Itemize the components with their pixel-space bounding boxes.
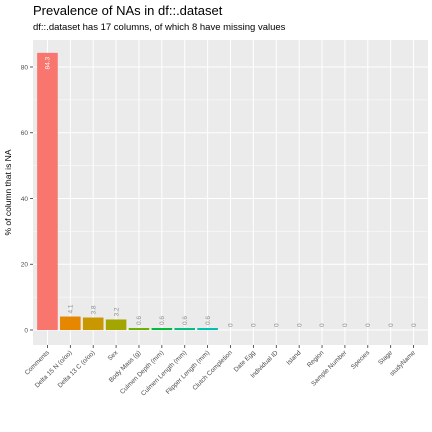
x-tick-label: Culmen Depth (mm): [119, 349, 165, 395]
bar: [37, 52, 58, 331]
data-label: 0: [365, 323, 372, 327]
y-tick-label: 20: [21, 262, 29, 269]
data-label: 0: [342, 323, 349, 327]
data-label: 84.3: [45, 56, 52, 69]
data-label: 4.1: [68, 304, 75, 313]
y-axis-label: % of column that is NA: [3, 149, 13, 235]
y-tick-label: 40: [21, 196, 29, 203]
x-tick-label: Region: [306, 349, 326, 369]
chart-subtitle: df::.dataset has 17 columns, of which 8 …: [33, 22, 286, 33]
bars: [37, 52, 218, 331]
bar: [197, 328, 218, 330]
x-tick-label: Sex: [107, 349, 120, 362]
data-label: 3.2: [113, 307, 120, 316]
bar: [105, 319, 127, 330]
bar: [174, 328, 196, 330]
y-tick-label: 60: [21, 130, 29, 137]
bar: [128, 328, 150, 330]
y-axis: 0 20 40 60 80: [21, 64, 33, 334]
data-label: 0: [228, 323, 235, 327]
bar: [82, 317, 104, 330]
data-label: 0.6: [205, 316, 212, 325]
data-label: 0: [319, 323, 326, 327]
data-label: 0: [296, 323, 303, 327]
x-tick-label: Clutch Completion: [191, 349, 234, 392]
y-tick-label: 80: [21, 64, 29, 71]
x-tick-label: Island: [285, 349, 302, 366]
data-label: 0.6: [136, 316, 143, 325]
x-tick-label: Species: [350, 349, 372, 371]
data-label: 3.8: [90, 305, 97, 314]
data-label: 0.6: [159, 316, 166, 325]
grid-lines: [33, 33, 428, 345]
bar: [151, 328, 173, 330]
x-tick-label: Flipper Length (mm): [165, 349, 211, 395]
chart-title: Prevalence of NAs in df::.dataset: [33, 3, 223, 18]
data-label: 0: [388, 323, 395, 327]
data-label: 0.6: [182, 316, 189, 325]
data-label: 0: [411, 323, 418, 327]
data-label: 0: [251, 323, 258, 327]
bar: [60, 316, 81, 330]
y-tick-label: 0: [24, 327, 28, 334]
data-label: 0: [273, 323, 280, 327]
x-tick-label: Stage: [377, 349, 394, 366]
data-labels: 84.3 4.1 3.8 3.2 0.6 0.6 0.6 0.6 0 0 0 0 0 0 0 0 0: [45, 56, 418, 327]
